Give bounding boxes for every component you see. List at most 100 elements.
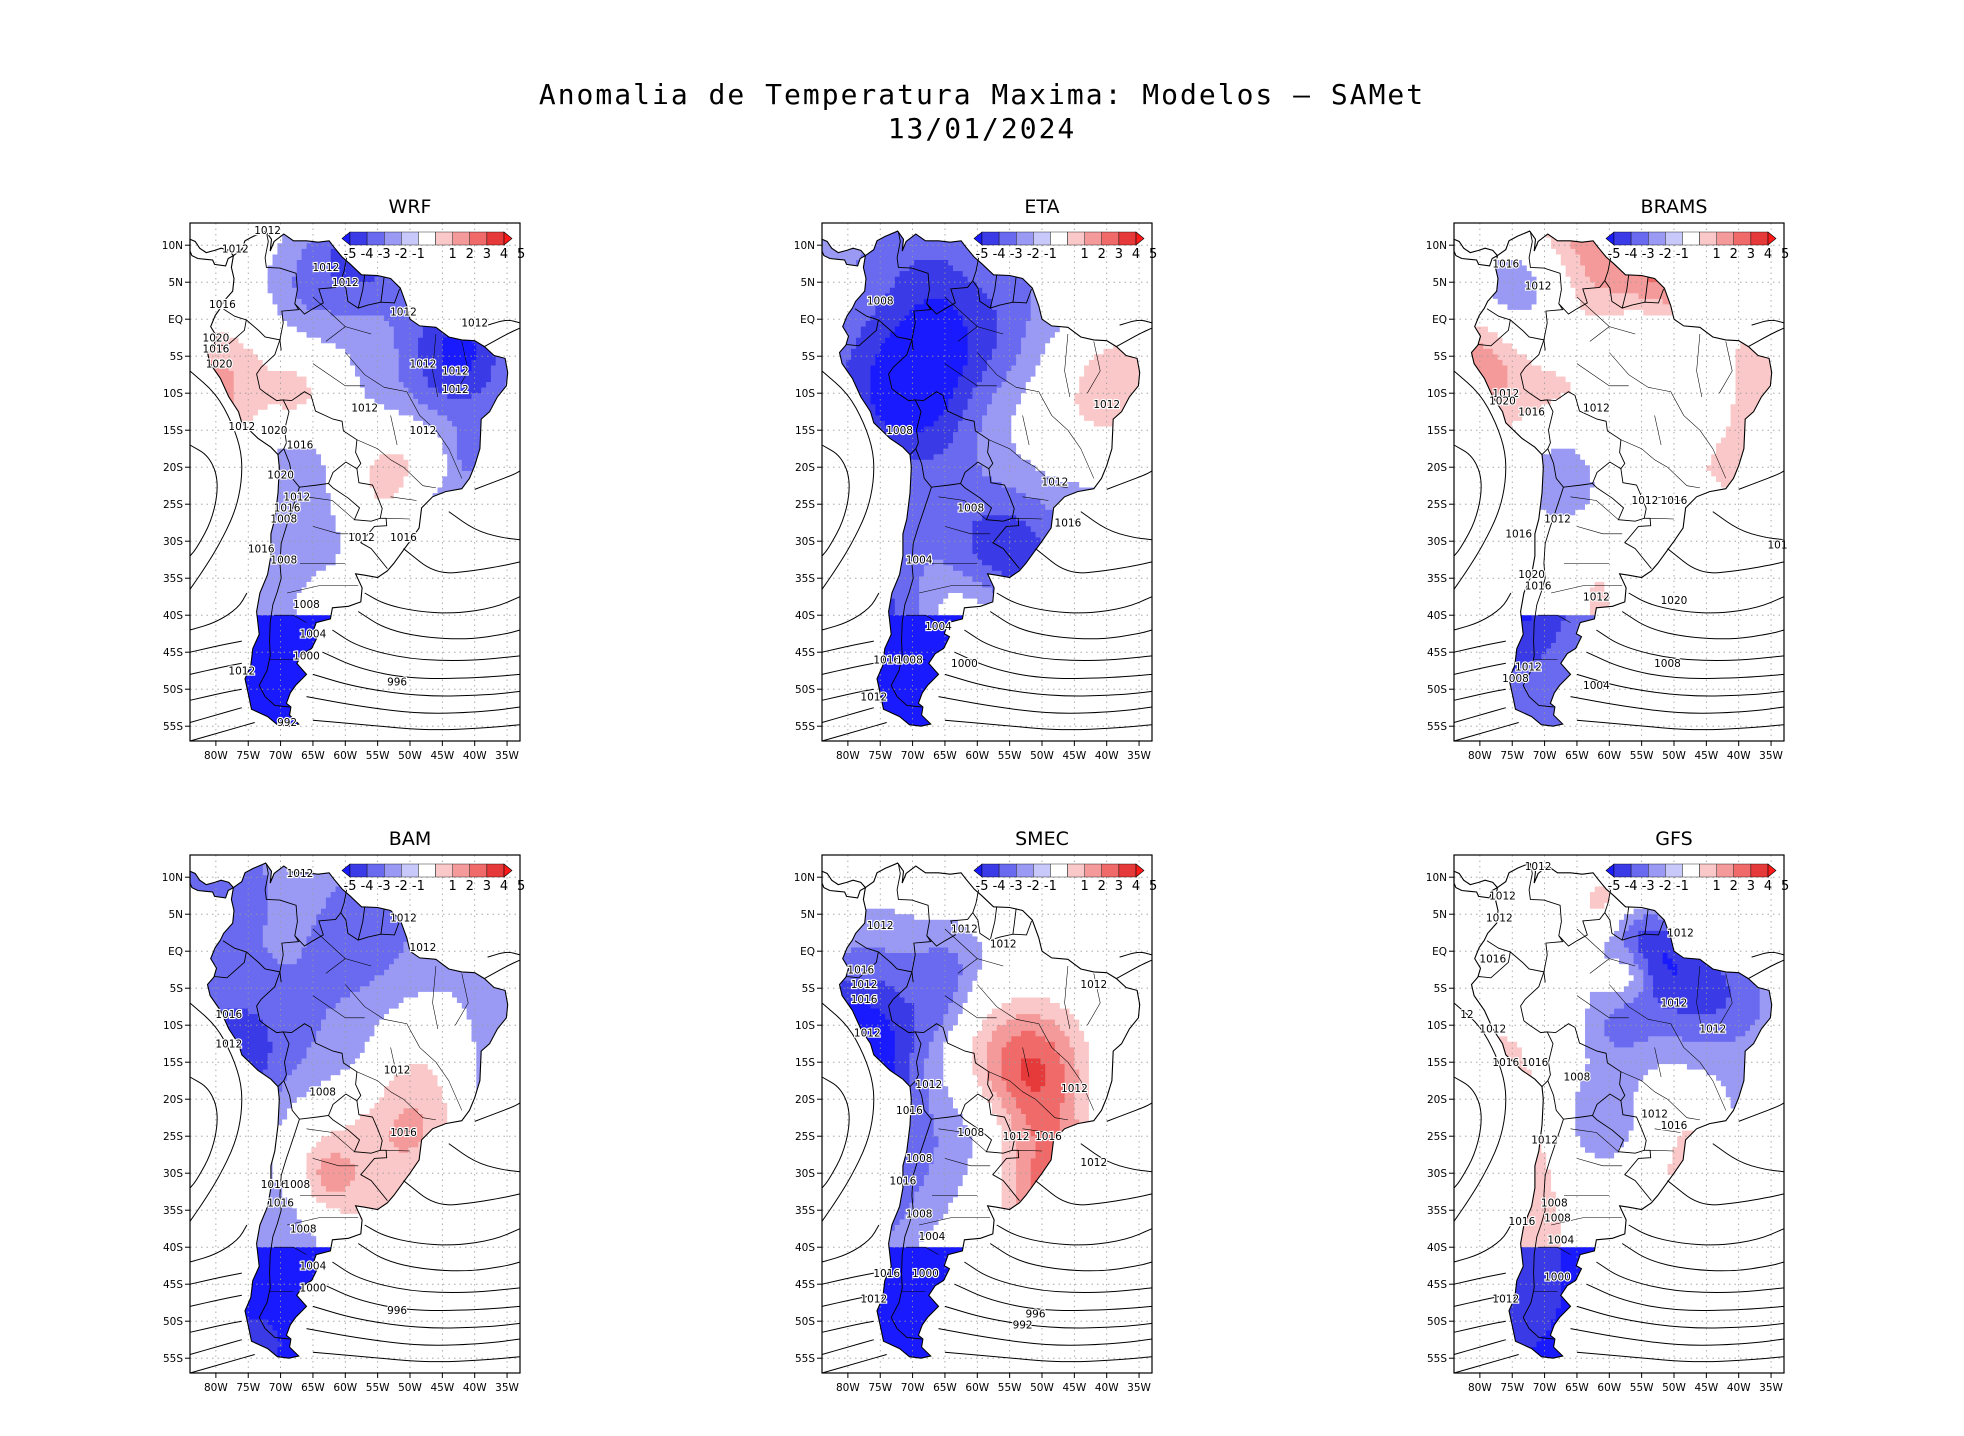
panel-title: WRF — [150, 196, 670, 218]
longitude-tick-label: 65W — [301, 750, 325, 762]
colorbar-swatch — [1630, 231, 1649, 246]
contour-label: 1012 — [228, 665, 255, 677]
longitude-tick-label: 60W — [1597, 750, 1621, 762]
colorbar-swatch — [1733, 863, 1752, 878]
longitude-tick-label: 40W — [463, 1382, 487, 1394]
contour-label: 1008 — [867, 295, 894, 307]
contour-label: 1004 — [1547, 1235, 1574, 1247]
colorbar-swatch — [1750, 231, 1769, 246]
colorbar-swatch — [1033, 231, 1051, 246]
contour-label: 1008 — [896, 654, 923, 666]
colorbar-label: 1 — [449, 879, 457, 894]
colorbar-swatch — [469, 863, 488, 878]
longitude-tick-label: 80W — [836, 1382, 860, 1394]
contour-label: 1004 — [1583, 680, 1610, 692]
longitude-tick-label: 55W — [1630, 1382, 1654, 1394]
longitude-tick-label: 80W — [836, 750, 860, 762]
longitude-tick-label: 80W — [1468, 750, 1492, 762]
colorbar-label: -3 — [1642, 879, 1655, 894]
latitude-tick-label: 35S — [1427, 573, 1447, 585]
latitude-tick-label: 40S — [1427, 1242, 1447, 1254]
colorbar-swatch — [1067, 231, 1085, 246]
colorbar-label: -3 — [378, 879, 391, 894]
map-wrf: 1012101210121012101610121012102010161020… — [162, 222, 525, 762]
contour-label: 1016 — [1661, 495, 1688, 507]
latitude-tick-label: 55S — [163, 721, 183, 733]
grid-lines — [1454, 855, 1784, 1373]
colorbar-label: -4 — [1625, 879, 1638, 894]
latitude-tick-label: 10S — [795, 1020, 815, 1032]
latitude-tick-label: 50S — [163, 1316, 183, 1328]
latitude-tick-label: 5N — [1432, 277, 1447, 289]
latitude-tick-label: 40S — [163, 610, 183, 622]
latitude-tick-label: EQ — [1432, 946, 1447, 958]
contour-label: 1000 — [1544, 1272, 1571, 1284]
latitude-tick-label: 35S — [1427, 1205, 1447, 1217]
contour-label: 1004 — [300, 1260, 327, 1272]
coastline-central-america — [189, 238, 235, 267]
anomaly-field — [190, 863, 508, 1359]
panel-title: ETA — [782, 196, 1302, 218]
colorbar-swatch — [366, 863, 385, 878]
colorbar: -5 -4 -3 -2 -1 1 2 3 4 5 — [341, 863, 525, 894]
latitude-tick-label: 55S — [1427, 721, 1447, 733]
longitude-tick-label: 65W — [1565, 1382, 1589, 1394]
colorbar-arrow-right — [1767, 863, 1777, 878]
anomaly-field — [190, 231, 508, 727]
colorbar-label: -1 — [1044, 247, 1057, 262]
colorbar-label: 3 — [483, 247, 491, 262]
contour-label: 1012 — [1641, 1109, 1668, 1121]
grid-lines — [1454, 223, 1784, 741]
panel-title: GFS — [1414, 828, 1934, 850]
contour-label: 1016 — [1661, 1120, 1688, 1132]
longitude-tick-label: 65W — [1565, 750, 1589, 762]
pressure-contours — [1453, 951, 1785, 1374]
colorbar-swatch — [1101, 863, 1120, 878]
colorbar-swatch — [418, 231, 436, 246]
colorbar-swatch — [1084, 863, 1103, 878]
contour-label: 1016 — [1055, 517, 1082, 529]
latitude-tick-label: 30S — [163, 536, 183, 548]
contour-label: 12 — [1460, 1009, 1473, 1021]
contour-label: 1012 — [1489, 890, 1516, 902]
contour-label: 1016 — [203, 344, 230, 356]
panel-smec: SMEC 1012 1012 1012 1016 1012 1016 1012 1012 101… — [782, 828, 1302, 1418]
longitude-tick-label: 50W — [1030, 750, 1054, 762]
contour-label: 1020 — [261, 425, 288, 437]
map-frame — [821, 854, 1153, 1374]
country-borders — [1477, 863, 1665, 1340]
latitude-tick-label: 15S — [1427, 425, 1447, 437]
coastline — [838, 862, 1141, 1359]
longitude-tick-label: 65W — [933, 1382, 957, 1394]
contour-label: 1016 — [873, 1268, 900, 1280]
contour-label: 1012 — [1003, 1131, 1030, 1143]
longitude-tick-label: 55W — [998, 1382, 1022, 1394]
colorbar-label: -5 — [976, 879, 989, 894]
longitude-tick-label: 50W — [398, 750, 422, 762]
contour-label: 1012 — [254, 225, 281, 237]
colorbar-swatch — [1665, 863, 1683, 878]
contour-label: 1012 — [222, 244, 249, 256]
latitude-tick-label: 5N — [168, 909, 183, 921]
latitude-tick-label: 30S — [1427, 1168, 1447, 1180]
longitude-tick-label: 75W — [868, 750, 892, 762]
contour-label: 1016 — [1522, 1057, 1549, 1069]
colorbar-label: -5 — [1608, 879, 1621, 894]
latitude-tick-label: 20S — [795, 1094, 815, 1106]
contour-label: 1016 — [873, 654, 900, 666]
colorbar: -5 -4 -3 -2 -1 1 2 3 4 5 — [973, 231, 1157, 262]
contour-label: 1008 — [293, 599, 320, 611]
contour-label: 1020 — [1489, 395, 1516, 407]
contour-label: 1020 — [206, 358, 233, 370]
state-borders — [901, 296, 1101, 660]
latitude-tick-label: 35S — [795, 573, 815, 585]
map-frame — [1453, 854, 1785, 1374]
colorbar-label: 4 — [1764, 879, 1772, 894]
contour-label: 1012 — [348, 532, 375, 544]
country-borders — [845, 231, 1033, 708]
colorbar-arrow-left — [973, 863, 983, 878]
contour-label: 1016 — [209, 299, 236, 311]
contour-label: 996 — [1025, 1309, 1045, 1321]
colorbar-label: 5 — [517, 879, 525, 894]
colorbar-swatch — [1084, 231, 1103, 246]
